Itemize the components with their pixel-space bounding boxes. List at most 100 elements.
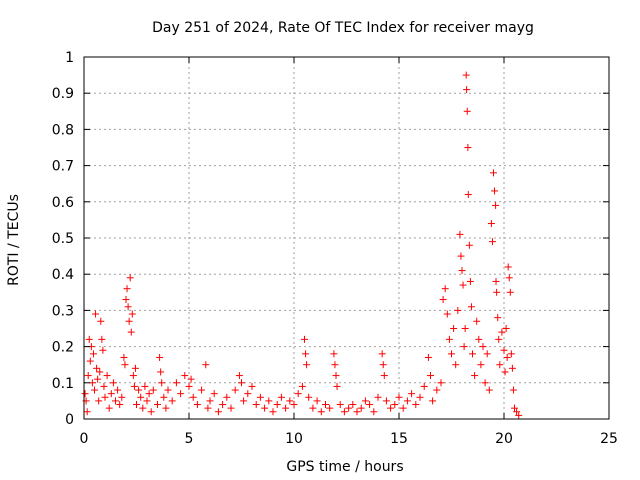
data-point bbox=[439, 296, 447, 304]
data-point bbox=[462, 71, 470, 79]
data-point bbox=[240, 397, 248, 405]
data-point bbox=[471, 372, 479, 380]
x-axis-title: GPS time / hours bbox=[286, 459, 403, 475]
data-point bbox=[380, 372, 388, 380]
data-points bbox=[81, 71, 523, 419]
data-point bbox=[107, 390, 115, 398]
data-point bbox=[95, 397, 103, 405]
data-point bbox=[391, 401, 399, 409]
data-point bbox=[100, 382, 108, 390]
data-point bbox=[130, 382, 138, 390]
data-point bbox=[333, 382, 341, 390]
data-point bbox=[495, 335, 503, 343]
data-point bbox=[198, 386, 206, 394]
data-point bbox=[145, 390, 153, 398]
data-point bbox=[256, 393, 264, 401]
data-point bbox=[443, 310, 451, 318]
data-point bbox=[461, 325, 469, 332]
data-point bbox=[261, 404, 269, 412]
data-point bbox=[187, 375, 195, 383]
data-point bbox=[301, 335, 308, 343]
data-point bbox=[387, 404, 395, 412]
data-point bbox=[466, 277, 474, 285]
data-point bbox=[361, 397, 369, 405]
data-point bbox=[156, 353, 164, 361]
data-point bbox=[473, 317, 481, 325]
data-point bbox=[101, 393, 109, 401]
y-tick-label: 0.6 bbox=[52, 195, 74, 211]
data-point bbox=[479, 343, 487, 351]
data-point bbox=[269, 408, 277, 416]
data-point bbox=[149, 386, 157, 394]
data-point bbox=[441, 285, 449, 293]
data-point bbox=[378, 350, 386, 358]
data-point bbox=[475, 335, 483, 343]
data-point bbox=[511, 404, 518, 412]
data-point bbox=[330, 350, 338, 358]
data-point bbox=[219, 401, 227, 409]
data-point bbox=[139, 404, 147, 412]
data-point bbox=[116, 401, 124, 409]
data-point bbox=[469, 350, 476, 358]
data-point bbox=[214, 408, 222, 416]
x-tick-label: 15 bbox=[390, 431, 408, 447]
data-point bbox=[507, 350, 515, 358]
data-point bbox=[408, 390, 416, 398]
data-point bbox=[93, 364, 101, 372]
data-point bbox=[88, 379, 96, 387]
data-point bbox=[244, 390, 252, 398]
data-point bbox=[370, 408, 378, 416]
y-tick-label: 0.7 bbox=[52, 159, 74, 175]
data-point bbox=[498, 328, 506, 336]
x-tick-label: 20 bbox=[495, 431, 513, 447]
data-point bbox=[357, 404, 365, 412]
data-point bbox=[416, 393, 424, 401]
data-point bbox=[493, 288, 501, 296]
data-point bbox=[481, 379, 489, 387]
data-point bbox=[458, 267, 466, 275]
data-point bbox=[238, 379, 245, 387]
data-point bbox=[490, 169, 497, 177]
data-point bbox=[463, 86, 471, 94]
data-point bbox=[294, 390, 302, 398]
data-point bbox=[162, 404, 170, 412]
data-point bbox=[305, 393, 313, 401]
data-point bbox=[248, 382, 256, 390]
data-point bbox=[128, 310, 136, 318]
data-point bbox=[502, 325, 510, 332]
data-point bbox=[496, 361, 504, 369]
data-point bbox=[158, 379, 166, 387]
data-point bbox=[399, 404, 407, 412]
data-point bbox=[374, 393, 382, 401]
data-point bbox=[503, 353, 511, 361]
data-point bbox=[227, 404, 235, 412]
data-point bbox=[277, 393, 285, 401]
data-point bbox=[331, 361, 339, 369]
data-point bbox=[118, 393, 126, 401]
data-point bbox=[500, 346, 508, 354]
data-point bbox=[122, 296, 130, 304]
data-point bbox=[429, 397, 437, 405]
data-point bbox=[235, 372, 243, 380]
y-tick-label: 0.1 bbox=[52, 376, 74, 392]
data-point bbox=[366, 401, 374, 409]
data-point bbox=[123, 285, 131, 293]
data-point bbox=[231, 386, 239, 394]
data-point bbox=[515, 411, 523, 419]
data-point bbox=[125, 317, 133, 325]
data-point bbox=[345, 404, 353, 412]
data-point bbox=[494, 314, 502, 322]
data-point bbox=[193, 401, 201, 409]
y-tick-label: 0.9 bbox=[52, 86, 74, 102]
data-point bbox=[137, 393, 145, 401]
data-point bbox=[92, 310, 100, 318]
data-point bbox=[506, 288, 514, 296]
y-tick-label: 0.8 bbox=[52, 122, 74, 138]
data-point bbox=[303, 361, 311, 369]
axes: 0 5 10 15 20 25 0 0.1 0.2 0.3 0.4 0.5 0.6 0.7 0.8 0.9 1 bbox=[52, 50, 618, 447]
data-point bbox=[103, 372, 111, 380]
data-point bbox=[513, 408, 521, 416]
data-point bbox=[81, 390, 89, 398]
data-point bbox=[141, 382, 149, 390]
